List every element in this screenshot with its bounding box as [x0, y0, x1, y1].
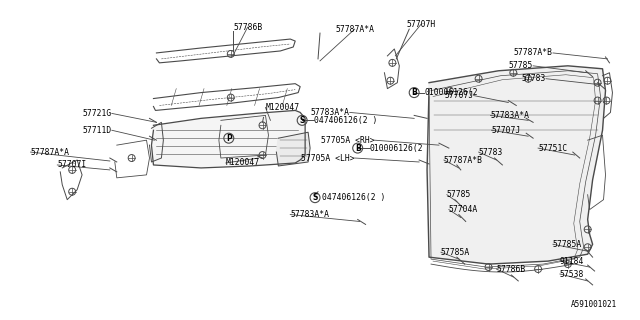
- Text: S: S: [312, 193, 317, 202]
- Text: 57786B: 57786B: [233, 23, 262, 32]
- Text: P: P: [226, 134, 232, 143]
- Text: 57785A: 57785A: [553, 240, 582, 249]
- Text: 57786B: 57786B: [497, 265, 525, 274]
- Text: 57783A*A: 57783A*A: [291, 210, 329, 219]
- Polygon shape: [427, 66, 605, 264]
- Text: 047406126(2 ): 047406126(2 ): [322, 193, 385, 202]
- Text: 57711D: 57711D: [83, 126, 112, 135]
- Text: 57707J: 57707J: [444, 91, 474, 100]
- Text: 57707I: 57707I: [58, 160, 86, 170]
- Text: 57707H: 57707H: [406, 20, 436, 29]
- Text: 57787A*B: 57787A*B: [514, 48, 553, 57]
- Text: A591001021: A591001021: [571, 300, 618, 309]
- Text: 57787A*A: 57787A*A: [335, 25, 374, 34]
- Text: 57783A*A: 57783A*A: [490, 111, 529, 120]
- Polygon shape: [152, 110, 305, 168]
- Text: 57705A <LH>: 57705A <LH>: [301, 154, 355, 163]
- Text: 57783: 57783: [479, 148, 503, 156]
- Text: 57785: 57785: [447, 190, 471, 199]
- Text: 57721G: 57721G: [83, 109, 112, 118]
- Text: 57751C: 57751C: [538, 144, 567, 153]
- Polygon shape: [276, 132, 310, 166]
- Text: B: B: [355, 144, 360, 153]
- Text: 57705A <RH>: 57705A <RH>: [321, 136, 374, 145]
- Text: M120047: M120047: [226, 158, 260, 167]
- Text: 57538: 57538: [560, 269, 584, 278]
- Text: B: B: [412, 88, 417, 97]
- Text: 010006126(2: 010006126(2: [424, 88, 477, 97]
- Text: 57787A*B: 57787A*B: [444, 156, 483, 164]
- Text: 57707J: 57707J: [492, 126, 521, 135]
- Text: S: S: [300, 116, 305, 125]
- Text: 010006126(2: 010006126(2: [369, 144, 423, 153]
- Text: 91184: 91184: [560, 257, 584, 266]
- Text: 57783A*A: 57783A*A: [311, 108, 349, 117]
- Text: 57787A*A: 57787A*A: [31, 148, 70, 156]
- Text: 57783: 57783: [522, 74, 546, 83]
- Text: 57785A: 57785A: [441, 248, 470, 257]
- Text: M120047: M120047: [266, 103, 300, 112]
- Text: 57704A: 57704A: [449, 205, 478, 214]
- Text: 047406126(2 ): 047406126(2 ): [314, 116, 378, 125]
- Text: 57785: 57785: [509, 61, 533, 70]
